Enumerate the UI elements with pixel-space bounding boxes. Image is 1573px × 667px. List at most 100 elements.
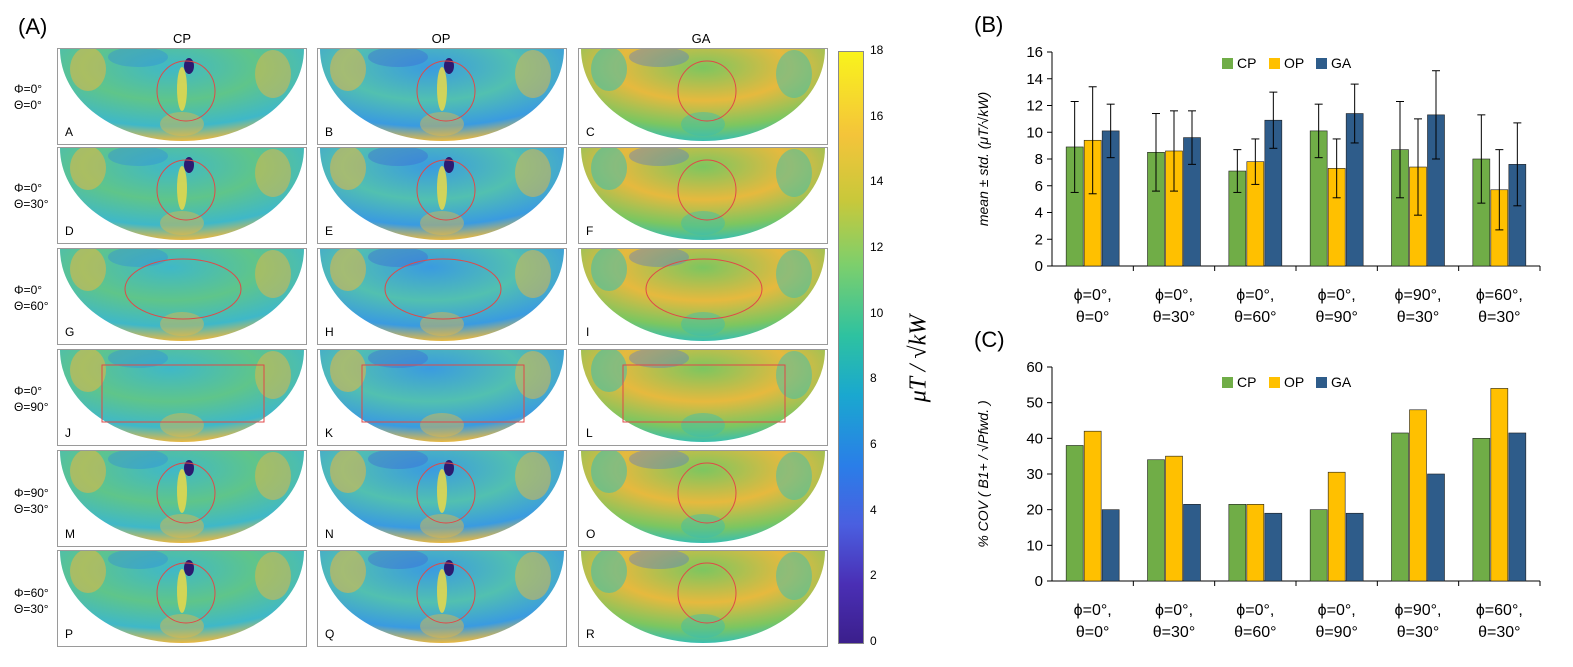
tile-letter: N	[325, 527, 334, 541]
x-tick-label: ϕ=60°,	[1476, 602, 1523, 619]
chart-c: 0 10 20 30 40 50 60 % COV ( B1+ / √Pfwd. ) ϕ=0°,…	[975, 359, 1541, 641]
colorbar-unit-wrap: μT / √kW	[900, 300, 932, 420]
field-map-tile: C	[578, 48, 828, 145]
colorbar-tick-label: 12	[870, 240, 884, 254]
y-tick-label: 16	[1026, 44, 1043, 61]
legend-swatch	[1269, 377, 1280, 388]
bar-ga	[1345, 512, 1364, 582]
bar-cp	[1309, 509, 1328, 582]
field-map-tile: L	[578, 349, 828, 446]
bar-cp	[1391, 432, 1409, 582]
bar-op	[1327, 471, 1346, 582]
field-map-image	[581, 350, 825, 442]
row-label: Φ=0° Θ=0°	[14, 81, 42, 113]
y-tick-label: 8	[1035, 151, 1043, 168]
legend-label: OP	[1284, 55, 1304, 71]
x-tick-label: ϕ=0°,	[1236, 602, 1274, 619]
x-tick-label: ϕ=60°,	[1476, 287, 1523, 304]
y-axis-label: mean ± std. (μT/√kW)	[975, 92, 991, 226]
field-map-image	[581, 451, 825, 543]
field-map-image	[60, 148, 304, 240]
colorbar-tick-label: 16	[870, 108, 884, 123]
field-map-tile: O	[578, 450, 828, 547]
x-tick-label: θ=30°	[1153, 309, 1195, 326]
colorbar-tick-label: 10	[870, 305, 884, 320]
bar-ga	[1101, 509, 1120, 582]
field-map-tile: R	[578, 550, 828, 647]
tile-letter: Q	[325, 627, 335, 641]
bar-cp	[1065, 445, 1084, 582]
row-label-theta: Θ=0°	[14, 98, 42, 112]
row-label-phi: Φ=0°	[14, 181, 43, 195]
tile-letter: J	[65, 426, 71, 440]
bar-cp	[1228, 504, 1247, 582]
colorbar-unit: μT / √kW	[905, 314, 932, 403]
colorbar-tick-label: 8	[870, 371, 877, 386]
col-title-cp: CP	[172, 31, 192, 46]
colorbar-tick-label: 0	[870, 634, 877, 648]
colorbar-tick-label: 2	[870, 568, 877, 583]
y-tick-label: 20	[1026, 502, 1043, 519]
y-tick-label: 10	[1026, 537, 1043, 554]
row-label-phi: Φ=0°	[14, 283, 43, 297]
row-label: Φ=0° Θ=90°	[14, 383, 49, 415]
colorbar-tick-label: 18	[870, 43, 884, 57]
chart-b: 0 2 4 6 8 10 12 14 16 mean ± std. (μT/√kW) ϕ=0°, θ=…	[975, 44, 1541, 326]
y-tick-label: 0	[1035, 258, 1043, 275]
x-tick-label: θ=60°	[1234, 624, 1276, 641]
bar-ga	[1264, 512, 1283, 582]
x-tick-label: ϕ=0°,	[1074, 602, 1112, 619]
y-tick-label: 0	[1035, 573, 1043, 590]
tile-letter: O	[586, 527, 596, 541]
row-label-theta: Θ=30°	[14, 602, 49, 616]
tile-letter: R	[586, 627, 595, 641]
bar-ga	[1508, 432, 1527, 582]
y-axis-label: % COV ( B1+ / √Pfwd. )	[975, 400, 991, 547]
y-tick-label: 50	[1026, 395, 1043, 412]
row-label: Φ=60° Θ=30°	[14, 585, 49, 617]
field-map-tile: J	[57, 349, 307, 446]
tile-letter: M	[65, 527, 75, 541]
colorbar-tick-label: 6	[870, 437, 877, 451]
row-label-phi: Φ=0°	[14, 82, 43, 96]
y-tick-label: 6	[1035, 178, 1043, 195]
tile-letter: G	[65, 325, 75, 339]
field-map-image	[581, 148, 825, 240]
x-tick-label: ϕ=90°,	[1395, 602, 1442, 619]
field-map-tile: M	[57, 450, 307, 547]
field-map-tile: N	[317, 450, 567, 547]
colorbar-tick-label: 4	[870, 502, 877, 517]
field-map-tile: A	[57, 48, 307, 145]
legend-swatch	[1222, 58, 1233, 69]
x-tick-label: θ=30°	[1397, 309, 1439, 326]
x-tick-label: θ=30°	[1153, 624, 1195, 641]
field-map-tile: K	[317, 349, 567, 446]
field-map-image	[320, 551, 564, 643]
field-map-tile: D	[57, 147, 307, 244]
field-map-tile: E	[317, 147, 567, 244]
bar-ga	[1427, 473, 1445, 582]
colorbar	[838, 51, 864, 644]
legend-swatch	[1316, 58, 1327, 69]
legend-swatch	[1269, 58, 1280, 69]
x-tick-label: θ=90°	[1315, 624, 1357, 641]
tile-letter: F	[586, 224, 594, 238]
y-tick-label: 2	[1035, 231, 1043, 248]
x-tick-label: θ=90°	[1315, 309, 1357, 326]
tile-letter: E	[325, 224, 334, 238]
field-map-image	[60, 350, 304, 442]
field-map-image	[581, 551, 825, 643]
legend-swatch	[1316, 377, 1327, 388]
field-map-image	[320, 49, 564, 141]
row-label: Φ=90° Θ=30°	[14, 485, 49, 517]
row-label-phi: Φ=90°	[14, 486, 49, 500]
x-tick-label: ϕ=0°,	[1318, 602, 1356, 619]
x-tick-label: ϕ=0°,	[1318, 287, 1356, 304]
row-label-phi: Φ=0°	[14, 384, 43, 398]
y-tick-label: 12	[1026, 98, 1043, 115]
field-map-image	[320, 148, 564, 240]
row-label-theta: Θ=90°	[14, 400, 49, 414]
tile-letter: I	[586, 325, 590, 339]
bar-op	[1165, 455, 1183, 582]
row-label-theta: Θ=30°	[14, 502, 49, 516]
